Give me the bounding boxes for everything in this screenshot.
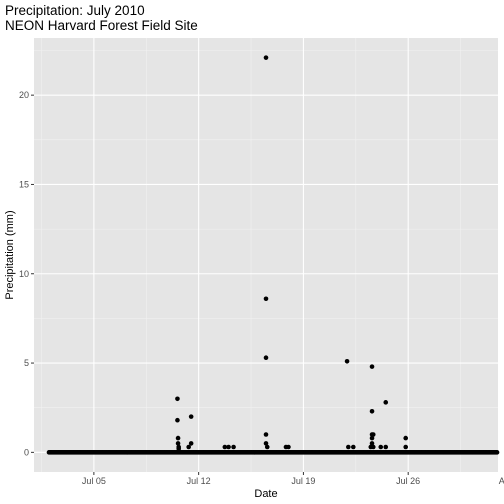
data-point: [403, 435, 408, 441]
baseline-point: [494, 450, 500, 455]
y-axis: 0 5 10 15 20: [19, 90, 34, 457]
data-point: [222, 444, 228, 450]
x-tick-label: Aug 02: [499, 476, 504, 486]
data-point: [378, 444, 384, 450]
chart-subtitle: NEON Harvard Forest Field Site: [5, 18, 198, 33]
x-axis: Jul 05 Jul 12 Jul 19 Jul 26 Aug 02: [82, 472, 504, 486]
x-tick-label: Jul 05: [82, 476, 106, 486]
y-axis-title: Precipitation (mm): [4, 210, 16, 299]
x-tick-label: Jul 12: [187, 476, 211, 486]
data-point: [263, 441, 269, 446]
data-point: [226, 444, 231, 450]
data-point: [263, 55, 269, 60]
data-point: [344, 358, 350, 364]
data-point: [383, 400, 389, 405]
data-point: [369, 408, 375, 414]
data-point: [369, 441, 375, 446]
x-tick-label: Jul 19: [291, 476, 315, 486]
data-point: [176, 446, 181, 452]
data-point: [186, 444, 191, 450]
y-tick-label: 20: [19, 90, 29, 100]
data-point: [264, 444, 270, 450]
x-tick-label: Jul 26: [396, 476, 420, 486]
data-point: [263, 432, 269, 437]
data-point: [370, 432, 376, 437]
x-axis-title: Date: [254, 488, 277, 500]
data-point: [263, 296, 269, 302]
data-point: [175, 417, 180, 423]
data-point: [263, 355, 269, 360]
data-point: [188, 414, 194, 419]
data-point: [369, 435, 375, 441]
data-point: [370, 444, 376, 450]
major-gridlines: [34, 38, 498, 472]
y-tick-label: 10: [19, 269, 29, 279]
data-point: [403, 444, 408, 450]
y-tick-label: 0: [24, 447, 29, 457]
data-point: [175, 435, 181, 441]
y-tick-label: 15: [19, 179, 29, 189]
plot-panel: [34, 38, 498, 472]
chart-title: Precipitation: July 2010: [5, 3, 145, 18]
baseline-points: [46, 450, 500, 455]
data-point: [346, 444, 351, 450]
data-point: [188, 441, 194, 446]
data-point: [383, 444, 389, 450]
data-point: [286, 444, 291, 450]
data-points: [175, 55, 408, 452]
data-point: [175, 396, 180, 402]
minor-gridlines: [34, 38, 498, 472]
data-point: [231, 444, 236, 450]
data-point: [175, 441, 181, 446]
y-tick-label: 5: [24, 358, 29, 368]
data-point: [369, 364, 375, 369]
data-point: [351, 444, 356, 450]
